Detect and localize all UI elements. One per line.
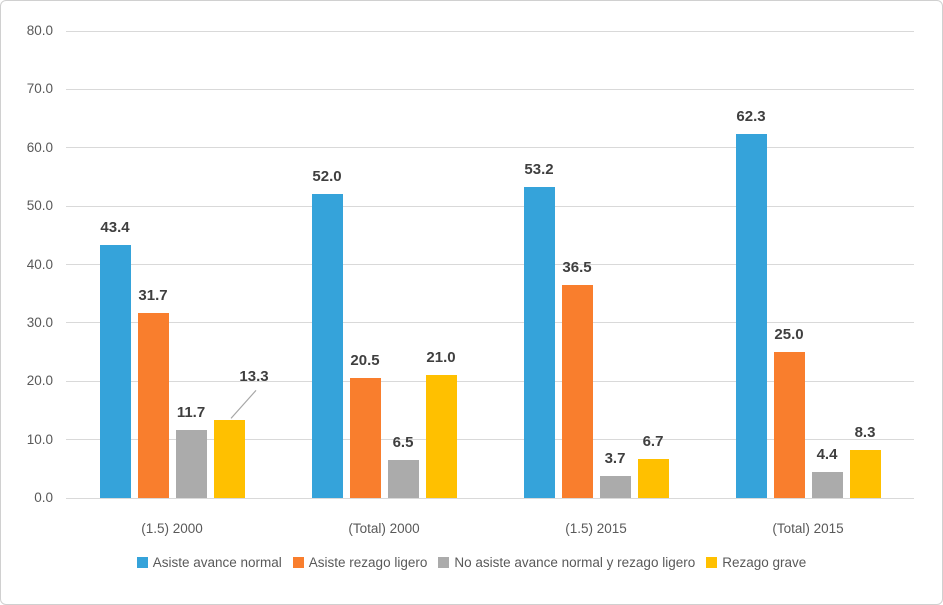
legend-label: No asiste avance normal y rezago ligero [454,555,696,570]
value-label: 53.2 [524,161,554,179]
bar-series0-cat2 [523,187,555,498]
legend-item: Asiste avance normal [136,555,282,570]
y-axis-tick-label: 60.0 [26,139,53,155]
bar-series0-cat3 [735,134,767,498]
y-axis-tick-label: 80.0 [26,23,53,38]
bar-series0-cat0 [99,244,131,498]
x-axis-category-label: (1.5) 2015 [565,521,627,536]
bar-series1-cat3 [773,352,805,498]
bar-series2-cat0 [175,429,207,498]
bar-series3-cat1 [425,375,457,498]
gridline [66,30,914,32]
y-axis-tick-label: 40.0 [26,256,53,272]
x-axis-category-label: (Total) 2015 [772,521,844,536]
value-label: 3.7 [604,450,626,468]
value-label: 13.3 [239,368,269,386]
bar-series3-cat0 [213,420,245,498]
value-label: 6.7 [642,432,664,450]
value-label: 36.5 [562,258,592,276]
leader-line [230,389,257,419]
bar-series1-cat1 [349,378,381,498]
bar-series1-cat2 [561,284,593,498]
gridline [66,205,914,207]
x-axis-category-label: (Total) 2000 [348,521,420,536]
legend-swatch-icon [292,557,304,568]
gridline [66,88,914,90]
y-axis-tick-label: 70.0 [26,81,53,97]
bar-series2-cat3 [811,472,843,498]
bar-series2-cat2 [599,476,631,498]
legend-label: Asiste rezago ligero [308,555,428,570]
y-axis-tick-label: 10.0 [26,431,53,447]
gridline [66,322,914,324]
gridline [66,439,914,441]
value-label: 31.7 [138,286,168,304]
gridline [66,380,914,382]
value-label: 20.5 [350,352,380,370]
y-axis-tick-label: 50.0 [26,198,53,214]
legend: Asiste avance normal Asiste rezago ligero… [1,555,942,570]
value-label: 52.0 [312,168,342,186]
y-axis-tick-label: 30.0 [26,314,53,330]
x-axis-category-label: (1.5) 2000 [141,521,203,536]
y-axis-tick-label: 0.0 [34,490,53,505]
legend-label: Asiste avance normal [152,555,282,570]
y-axis-tick-label: 20.0 [26,373,53,389]
value-label: 25.0 [774,326,804,344]
value-label: 43.4 [100,218,130,236]
legend-item: No asiste avance normal y rezago ligero [438,555,695,570]
legend-item: Asiste rezago ligero [292,555,428,570]
gridline [66,497,914,499]
value-label: 6.5 [392,434,414,452]
legend-label: Rezago grave [722,555,807,570]
value-label: 62.3 [736,108,766,126]
bar-series2-cat1 [387,460,419,498]
gridline [66,264,914,265]
legend-item: Rezago grave [706,555,806,570]
legend-swatch-icon [438,557,450,568]
bar-series3-cat2 [637,458,669,498]
value-label: 11.7 [176,403,206,421]
legend-swatch-icon [136,557,148,568]
value-label: 21.0 [426,349,456,367]
legend-swatch-icon [706,557,718,568]
bar-series0-cat1 [311,194,343,498]
bar-series3-cat3 [849,449,881,498]
value-label: 8.3 [854,423,876,441]
gridline [66,147,914,149]
bar-series1-cat0 [137,312,169,498]
value-label: 4.4 [816,446,838,464]
